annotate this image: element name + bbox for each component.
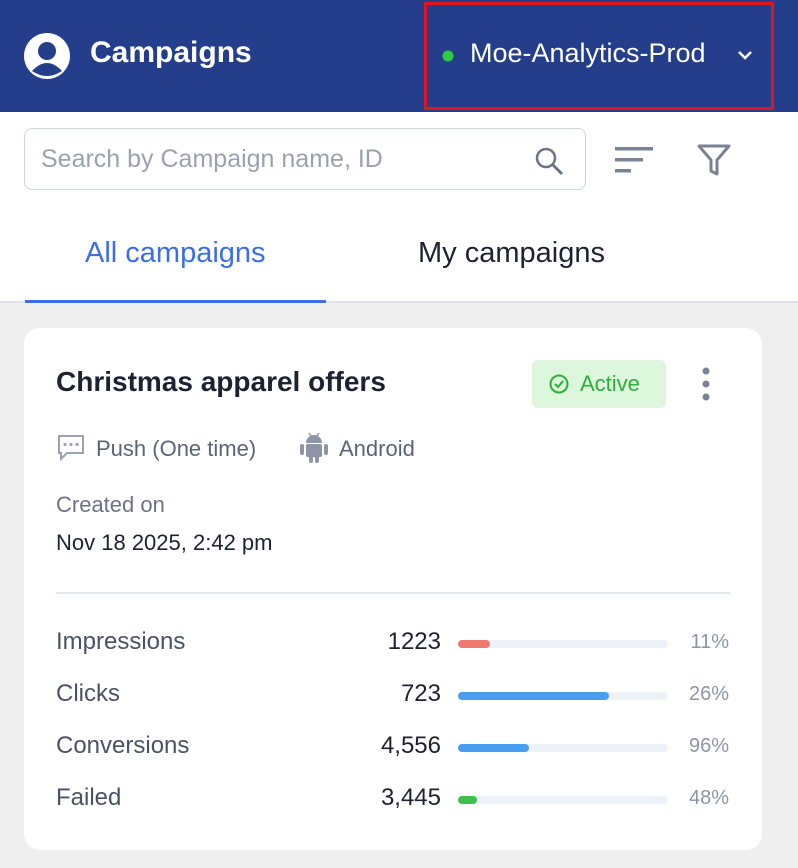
stat-value: 3,445 bbox=[380, 784, 441, 811]
sort-icon[interactable] bbox=[614, 144, 654, 176]
progress-track bbox=[458, 640, 668, 648]
stat-value: 1223 bbox=[387, 628, 441, 655]
environment-selector[interactable] bbox=[424, 2, 774, 110]
stat-label: Failed bbox=[56, 784, 122, 811]
status-badge: Active bbox=[532, 360, 666, 408]
progress-bar bbox=[458, 640, 490, 648]
tab[interactable]: All campaigns bbox=[85, 237, 266, 269]
created-label: Created on bbox=[56, 492, 165, 517]
environment-name[interactable]: Moe-Analytics-Prod bbox=[470, 38, 706, 68]
progress-track bbox=[458, 796, 668, 804]
avatar-icon[interactable] bbox=[24, 33, 70, 79]
chevron-down[interactable] bbox=[736, 48, 754, 62]
divider bbox=[56, 592, 730, 594]
progress-bar bbox=[458, 796, 477, 804]
tab[interactable]: My campaigns bbox=[418, 237, 605, 269]
progress-track bbox=[458, 744, 668, 752]
search-box[interactable]: Search by Campaign name, ID bbox=[24, 128, 586, 190]
filter-icon[interactable] bbox=[696, 142, 732, 178]
tab-divider bbox=[0, 301, 798, 303]
campaign-card[interactable]: Christmas apparel offers Active Push (On… bbox=[24, 328, 762, 850]
header: Campaigns Moe-Analytics-Prod bbox=[0, 0, 798, 112]
more-menu[interactable] bbox=[698, 366, 714, 402]
page-title: Campaigns bbox=[90, 36, 252, 69]
search-icon[interactable] bbox=[533, 145, 565, 177]
stat-percent: 48% bbox=[688, 787, 729, 809]
check-icon bbox=[549, 374, 569, 394]
stat-value: 723 bbox=[400, 680, 441, 707]
stat-percent: 96% bbox=[688, 735, 729, 757]
stat-percent: 26% bbox=[688, 683, 729, 705]
progress-track bbox=[458, 692, 668, 700]
stat-label: Conversions bbox=[56, 732, 190, 759]
active-tab-indicator bbox=[25, 300, 326, 303]
status-text: Active bbox=[580, 371, 640, 396]
progress-bar bbox=[458, 744, 530, 752]
stat-value: 4,556 bbox=[380, 732, 441, 759]
stat-label: Impressions bbox=[56, 628, 186, 655]
search-placeholder: Search by Campaign name, ID bbox=[41, 145, 383, 173]
stat-label: Clicks bbox=[56, 680, 120, 707]
platform: Android bbox=[339, 436, 415, 461]
progress-bar bbox=[458, 692, 610, 700]
created-date: Nov 18 2025, 2:42 pm bbox=[56, 530, 273, 555]
stat-percent: 11% bbox=[690, 631, 729, 653]
channel: Push (One time) bbox=[96, 436, 257, 461]
android-icon bbox=[300, 432, 328, 463]
campaign-title: Christmas apparel offers bbox=[56, 366, 386, 397]
push-icon bbox=[58, 435, 84, 462]
status-dot bbox=[442, 50, 454, 62]
